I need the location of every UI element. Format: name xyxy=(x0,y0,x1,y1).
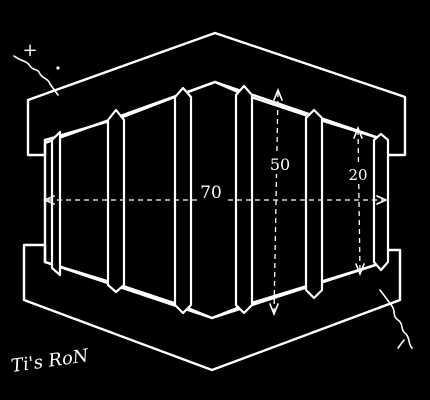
ink-dot xyxy=(56,66,60,70)
height-dimension: 50 xyxy=(266,87,294,317)
signature-text: Ti's RoN xyxy=(10,345,91,377)
inner-label: 20 xyxy=(348,166,367,184)
height-label: 50 xyxy=(270,155,290,174)
positive-lead: + xyxy=(13,40,60,96)
width-label: 70 xyxy=(200,183,222,203)
rib-4 xyxy=(234,84,254,315)
plus-sign: + xyxy=(22,40,37,61)
signature: Ti's RoN xyxy=(10,345,91,377)
rib-2 xyxy=(106,108,126,294)
rib-1 xyxy=(50,130,62,277)
width-dimension: 70 xyxy=(43,182,388,205)
negative-lead xyxy=(379,289,413,349)
rib-5 xyxy=(304,108,324,300)
upper-electrode-plate xyxy=(26,31,407,157)
inner-dimension: 20 xyxy=(344,125,372,277)
